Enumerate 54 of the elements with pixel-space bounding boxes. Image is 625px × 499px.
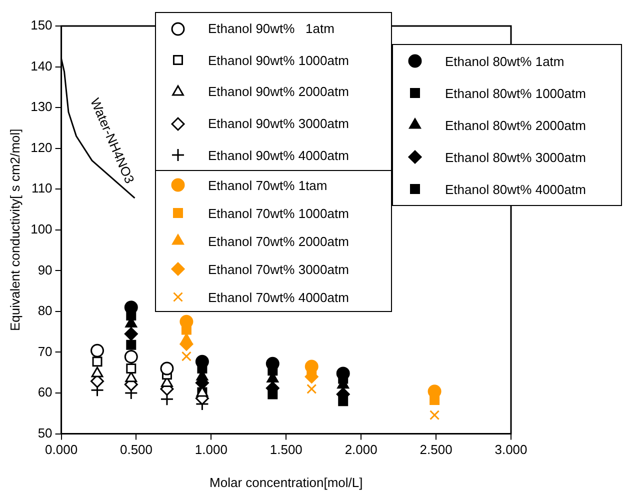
legend-label: Ethanol 80wt% 2000atm [445,118,586,132]
point [124,350,138,364]
legend-label: Ethanol 90wt% 1000atm [208,52,349,68]
point [195,354,209,368]
legend-label: Ethanol 70wt% 1000atm [208,206,349,220]
point [124,300,138,314]
y-tick-label: 130 [30,99,52,114]
x-tick-label: 1.500 [270,442,302,458]
point [92,356,102,367]
legend-label: Ethanol 90wt% 1atm [208,21,334,36]
legend-label: Ethanol 70wt% 3000atm [208,262,349,276]
legend-label: Ethanol 70wt% 4000atm [208,290,349,304]
point [124,327,138,341]
x-axis-title: Molar concentration[mol/L] [210,474,363,490]
point [306,384,317,394]
x-tick-label: 1.000 [194,442,228,458]
legend-label: Ethanol 80wt% 4000atm [445,182,586,196]
point [160,362,174,376]
y-tick-label: 90 [38,262,52,278]
point [181,351,192,362]
point [126,364,136,374]
legend-label: Ethanol 70wt% 1tam [208,178,328,192]
point [90,344,104,358]
point [126,340,136,350]
y-tick-label: 50 [38,425,52,440]
point [336,366,350,380]
y-tick-label: 140 [30,58,52,74]
y-tick-label: 100 [30,221,52,236]
legend-label: Ethanol 90wt% 3000atm [208,116,349,132]
x-tick-label: 3.000 [494,442,528,458]
legend-label: Ethanol 80wt% 1atm [445,54,564,68]
y-tick-label: 120 [30,140,52,155]
point [266,356,280,370]
x-tick-label: 2.500 [420,442,452,458]
y-tick-label: 80 [38,303,52,318]
x-tick-label: 0.000 [45,442,78,458]
point [180,333,192,344]
y-tick-label: 110 [32,180,52,196]
y-axis-title: Equivalent conductivity[ s cm2/mol] [7,128,22,332]
legend-label: Ethanol 80wt% 3000atm [445,150,586,164]
y-tick-label: 150 [30,18,52,33]
point [91,366,104,378]
point [428,384,442,398]
y-tick-label: 60 [38,384,52,400]
x-tick-label: 2.000 [344,442,378,458]
legend-label: Ethanol 70wt% 2000atm [208,234,349,248]
legend-label: Ethanol 80wt% 1000atm [445,86,586,100]
point [430,410,440,420]
x-tick-label: 0.500 [120,442,153,458]
point [180,314,194,328]
legend-label: Ethanol 90wt% 2000atm [208,84,349,100]
point [304,360,318,374]
legend-label: Ethanol 90wt% 4000atm [208,148,349,163]
y-tick-label: 70 [38,344,52,359]
